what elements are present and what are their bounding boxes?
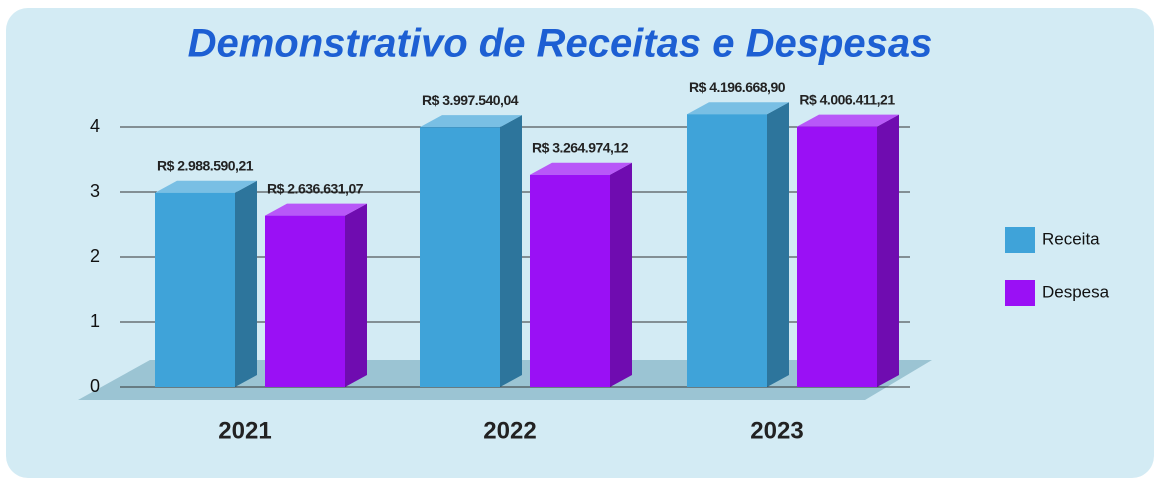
bar-side (235, 180, 257, 387)
bar-side (345, 203, 367, 387)
bar-top (530, 162, 632, 175)
x-tick-label: 2022 (483, 417, 536, 444)
data-label: R$ 3.264.974,12 (532, 139, 629, 155)
legend-label: Despesa (1042, 282, 1110, 301)
data-label: R$ 2.988.590,21 (157, 157, 254, 173)
bar-top (687, 102, 789, 115)
bar-top (797, 114, 899, 127)
data-label: R$ 2.636.631,07 (267, 180, 364, 196)
bar-top (265, 203, 367, 216)
data-label: R$ 4.006.411,21 (799, 91, 895, 107)
bar-top (420, 115, 522, 128)
bar-side (767, 102, 789, 387)
bar (530, 174, 610, 387)
bar-side (500, 115, 522, 387)
y-tick-label: 3 (90, 181, 100, 201)
x-tick-label: 2023 (750, 417, 803, 444)
bar (420, 127, 500, 387)
bar (797, 126, 877, 387)
bar-side (610, 162, 632, 387)
y-tick-label: 2 (90, 246, 100, 266)
y-tick-label: 0 (90, 376, 100, 396)
legend-swatch (1005, 227, 1035, 253)
bar (265, 215, 345, 387)
bar (155, 192, 235, 387)
data-label: R$ 3.997.540,04 (422, 92, 519, 108)
chart-title: Demonstrativo de Receitas e Despesas (188, 22, 933, 66)
legend-label: Receita (1042, 229, 1100, 248)
data-label: R$ 4.196.668,90 (689, 79, 786, 95)
legend-swatch (1005, 280, 1035, 306)
bar-top (155, 180, 257, 193)
y-tick-label: 1 (90, 311, 100, 331)
y-tick-label: 4 (90, 116, 100, 136)
bar-side (877, 114, 899, 387)
bar (687, 114, 767, 387)
x-tick-label: 2021 (218, 417, 271, 444)
